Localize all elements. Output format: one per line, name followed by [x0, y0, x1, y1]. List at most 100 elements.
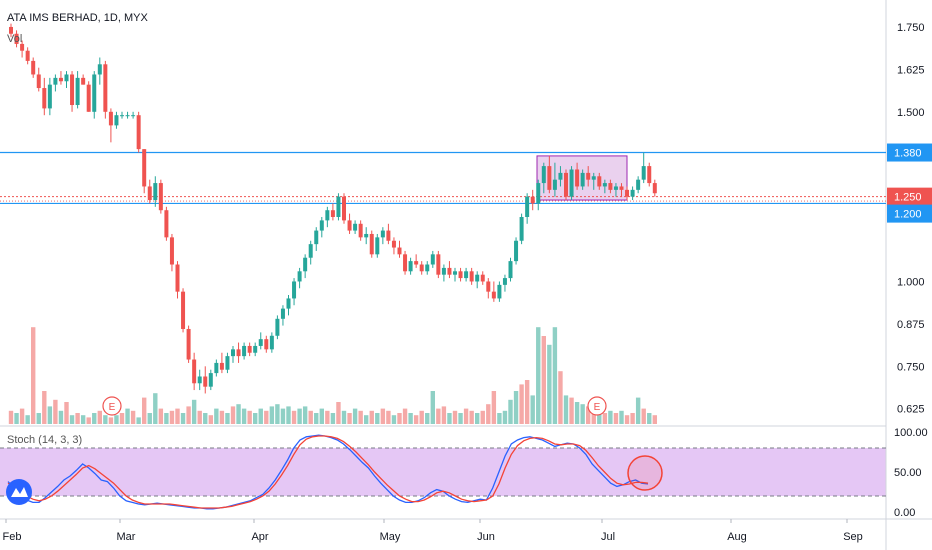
tradingview-logo-icon[interactable] [6, 479, 32, 505]
volume-bar [508, 399, 513, 424]
volume-bar [341, 410, 347, 424]
candle-body [42, 88, 47, 109]
volume-bar [275, 404, 280, 424]
stoch-title: Stoch (14, 3, 3) [7, 434, 82, 446]
candle-body [14, 33, 19, 44]
highlight-circle [627, 455, 663, 491]
candle-body [564, 172, 568, 197]
candle-body [242, 345, 247, 357]
volume-bar [36, 413, 41, 424]
candle-body [214, 362, 219, 374]
volume-bar [641, 408, 646, 424]
volume-bar [619, 410, 624, 424]
candle-body [430, 254, 435, 265]
volume-bar [153, 393, 158, 424]
candle-body [58, 77, 63, 82]
volume-bar [258, 408, 263, 424]
candle-body [47, 84, 52, 109]
volume-bar [552, 327, 558, 424]
candle-body [630, 189, 635, 197]
candle-body [219, 362, 224, 370]
price-tick-label: 0.875 [897, 319, 925, 331]
candle-body [64, 74, 69, 82]
candle-body [164, 210, 169, 238]
candle-body [114, 115, 119, 126]
volume-bar [180, 413, 186, 424]
x-tick-label: Jun [477, 531, 495, 543]
volume-bar [264, 410, 269, 424]
volume-bar [308, 410, 313, 424]
x-tick-label: Feb [3, 531, 22, 543]
candle-body [314, 230, 319, 245]
candle-body [369, 233, 374, 255]
volume-bar [497, 413, 502, 424]
candle-body [641, 166, 646, 180]
candle-body [108, 111, 113, 126]
stoch-tick-label: 50.00 [894, 467, 922, 479]
candle-body [275, 318, 280, 336]
volume-bar [280, 408, 286, 424]
volume-bar [447, 413, 452, 424]
candle-body [264, 339, 269, 350]
candle-body [480, 274, 485, 282]
candle-body [575, 169, 580, 187]
candle-body [308, 244, 313, 258]
candle-body [325, 210, 330, 221]
volume-bar [119, 413, 125, 424]
volume-bar [386, 410, 391, 424]
candle-body [319, 220, 324, 231]
candle-body [403, 254, 408, 272]
volume-bar [208, 415, 213, 424]
candle-body [608, 183, 613, 190]
volume-bar [624, 415, 630, 424]
candle-body [475, 274, 480, 282]
candle-body [342, 196, 346, 221]
price-badge-label: 1.380 [894, 148, 922, 160]
volume-bar [530, 395, 535, 424]
volume-bar [452, 410, 458, 424]
candle-body [225, 356, 230, 370]
candle-body [153, 183, 158, 201]
candle-body [203, 376, 208, 387]
volume-bar [8, 410, 14, 424]
candle-body [536, 183, 541, 204]
volume-bar [330, 413, 336, 424]
volume-bar [402, 408, 408, 424]
volume-bar [219, 410, 225, 424]
candle-body [125, 115, 130, 117]
candle-body [269, 335, 274, 350]
candle-body [397, 247, 402, 255]
volume-bar [319, 408, 324, 424]
candle-body [580, 172, 585, 187]
x-tick-label: Jul [601, 531, 615, 543]
candle-body [303, 257, 308, 272]
volume-bar [130, 410, 136, 424]
volume-bar [563, 395, 569, 424]
candle-body [25, 50, 30, 61]
volume-bar [86, 417, 91, 424]
candle-body [558, 172, 563, 180]
volume-bar [358, 410, 363, 424]
candle-body [425, 264, 430, 272]
price-tick-label: 0.625 [897, 404, 925, 416]
volume-bar [441, 406, 447, 424]
candle-body [591, 176, 596, 180]
volume-bars [8, 327, 657, 424]
volume-bar [630, 413, 635, 424]
price-badge [887, 204, 932, 223]
volume-bar [53, 399, 58, 424]
price-tick-label: 1.625 [897, 64, 925, 76]
candle-body [530, 196, 535, 204]
volume-bar [347, 413, 352, 424]
volume-bar [408, 413, 413, 424]
volume-bar [80, 415, 86, 424]
volume-bar [103, 415, 108, 424]
volume-bar [158, 408, 164, 424]
candle-body [92, 74, 97, 112]
candle-body [586, 172, 591, 180]
volume-bar [164, 413, 169, 424]
candle-body [525, 196, 530, 217]
volume-bar [69, 415, 75, 424]
volume-bar [375, 413, 380, 424]
volume-bar [269, 406, 275, 424]
